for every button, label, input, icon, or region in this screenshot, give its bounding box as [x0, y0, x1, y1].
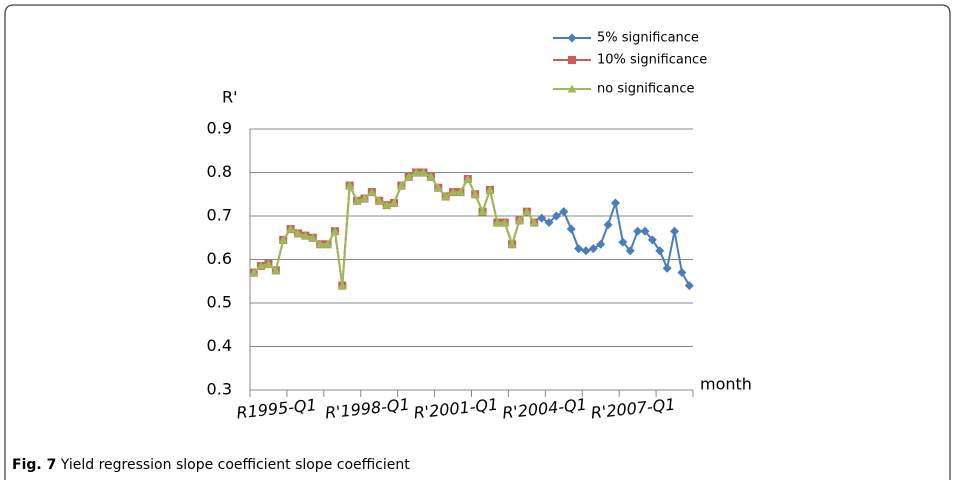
data-point	[551, 211, 561, 221]
data-point	[625, 246, 635, 256]
x-tick-label: R1995-Q1	[236, 395, 318, 422]
data-point	[618, 237, 628, 247]
data-point	[455, 187, 465, 196]
data-point	[433, 183, 443, 192]
data-point	[308, 233, 318, 242]
data-point	[610, 198, 620, 208]
data-point	[426, 172, 436, 181]
data-point	[544, 218, 554, 228]
data-point	[411, 168, 421, 176]
legend-label: 10% significance	[597, 53, 707, 68]
data-point	[566, 224, 576, 234]
data-point	[374, 196, 384, 205]
data-point	[345, 181, 355, 190]
data-point	[293, 228, 303, 237]
data-point	[470, 189, 480, 198]
data-point	[367, 187, 377, 196]
data-point	[389, 198, 399, 207]
data-point	[323, 239, 333, 248]
data-point	[537, 213, 547, 223]
legend-marker	[568, 56, 576, 64]
data-point	[677, 268, 687, 278]
data-point	[404, 172, 414, 181]
data-point	[352, 196, 362, 205]
data-point	[271, 265, 281, 274]
x-tick-label: R'2007-Q1	[590, 395, 676, 423]
data-point	[574, 244, 584, 254]
data-point	[448, 187, 458, 196]
data-point	[263, 259, 273, 268]
data-point	[478, 207, 488, 216]
x-tick-label: R'2004-Q1	[501, 395, 587, 423]
data-point	[662, 263, 672, 273]
data-point	[256, 261, 266, 270]
data-point	[286, 224, 296, 233]
data-point	[359, 194, 369, 203]
data-point	[559, 207, 569, 217]
x-axis-label: month	[700, 375, 752, 394]
data-point	[670, 226, 680, 236]
data-point	[514, 215, 524, 224]
data-point	[596, 239, 606, 249]
data-point	[330, 226, 340, 235]
data-point	[581, 246, 591, 256]
data-point	[507, 239, 517, 248]
x-tick-label: R'2001-Q1	[413, 395, 499, 423]
data-point	[441, 191, 451, 200]
data-point	[640, 226, 650, 236]
data-point	[315, 239, 325, 248]
legend-marker	[567, 84, 577, 93]
y-tick-label: 0.3	[207, 380, 232, 399]
y-tick-label: 0.6	[207, 249, 232, 268]
data-point	[633, 226, 643, 236]
data-point	[396, 181, 406, 190]
data-point	[300, 231, 310, 240]
data-point	[647, 235, 657, 245]
data-point	[249, 268, 259, 277]
data-point	[382, 200, 392, 209]
data-point	[522, 207, 532, 216]
frame	[4, 4, 951, 480]
y-axis-label: R'	[222, 88, 238, 107]
caption: Fig. 7 Yield regression slope coefficien…	[12, 457, 410, 473]
caption-text: Yield regression slope coefficient slope…	[60, 457, 410, 473]
data-point	[684, 281, 694, 291]
y-tick-label: 0.4	[207, 336, 232, 355]
data-point	[337, 281, 347, 290]
legend-label: 5% significance	[597, 31, 699, 46]
data-point	[529, 218, 539, 227]
data-point	[588, 244, 598, 254]
caption-label: Fig. 7	[12, 457, 56, 473]
y-tick-label: 0.5	[207, 293, 232, 312]
legend-label: no significance	[597, 82, 695, 97]
y-tick-label: 0.8	[207, 162, 232, 181]
data-point	[603, 220, 613, 230]
y-tick-label: 0.7	[207, 206, 232, 225]
data-point	[655, 246, 665, 256]
legend-marker	[567, 33, 577, 43]
x-tick-label: R'1998-Q1	[324, 395, 410, 423]
data-point	[492, 218, 502, 227]
data-point	[278, 235, 288, 244]
data-point	[419, 168, 429, 176]
y-tick-label: 0.9	[207, 119, 232, 138]
data-point	[463, 174, 473, 183]
data-point	[500, 218, 510, 227]
data-point	[485, 185, 495, 194]
